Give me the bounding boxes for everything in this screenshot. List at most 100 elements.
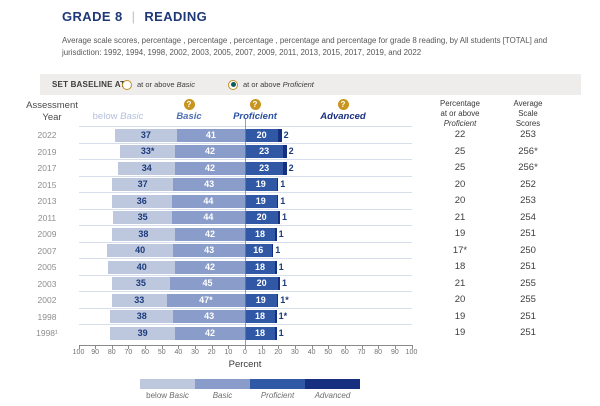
legend-label: Advanced [314, 391, 351, 400]
x-axis-tick [211, 345, 213, 349]
x-axis-tick [311, 345, 313, 349]
radio-label: at or above Basic [137, 80, 195, 89]
x-axis-tick-label: 20 [274, 349, 283, 356]
stacked-bar: 37 41 20 [115, 128, 282, 142]
stacked-bar: 40 42 18 [108, 260, 277, 274]
stacked-bar: 38 42 18 [111, 227, 277, 241]
chart-row: 2011 35 44 20 1 21 254 [0, 210, 600, 227]
year-label: 2005 [37, 262, 57, 272]
chart-row: 1998 38 43 18 1* 19 251 [0, 309, 600, 326]
bar-segment-advanced [274, 260, 277, 274]
stacked-bar: 33 47* 19 [111, 293, 279, 307]
bar-segment-advanced [274, 326, 277, 340]
advanced-value-label: 1 [280, 179, 286, 190]
help-icon[interactable]: ? [249, 99, 261, 110]
x-axis-tick [128, 345, 130, 349]
x-axis-tick-label: 50 [324, 349, 333, 356]
x-axis-tick-label: 40 [307, 349, 316, 356]
year-label: 2007 [37, 245, 57, 256]
x-axis-tick [344, 345, 346, 349]
subject-label: READING [144, 9, 208, 24]
bar-segment-basic: 43 [173, 310, 245, 324]
pct-at-or-above-proficient-value: 19 [454, 327, 466, 338]
radio-label: at or above Proficient [243, 80, 314, 89]
x-axis-tick [178, 345, 180, 349]
advanced-value-label: 1 [281, 212, 287, 223]
level-header-proficient: ? Proficient [210, 99, 300, 122]
x-axis-tick [111, 345, 113, 349]
year-label: 2015 [37, 179, 57, 190]
bar-segment-below-basic: 37 [111, 178, 174, 192]
year-label: 2011 [37, 212, 57, 223]
bar-segment-proficient: 18 [244, 310, 275, 324]
x-axis-tick-label: 40 [174, 349, 183, 356]
baseline-label: SET BASELINE AT: [52, 80, 128, 89]
chart-row: 2007 40 43 16 1 17* 250 [0, 243, 600, 260]
chart-row: 2005 40 42 18 1 18 251 [0, 259, 600, 276]
bar-segment-below-basic: 33* [120, 145, 176, 159]
x-axis-tick [378, 345, 380, 349]
year-label: 1998 [37, 311, 57, 322]
legend-label: Basic [212, 391, 233, 400]
year-label: 2013 [37, 196, 57, 206]
level-header-label: below Basic [92, 111, 144, 122]
advanced-value-label: 1 [281, 278, 287, 289]
average-scale-score-value: 253 [520, 195, 536, 206]
x-axis-tick-label: 10 [224, 349, 233, 356]
year-label: 2022 [37, 130, 57, 140]
bar-segment-proficient: 19 [244, 293, 277, 307]
x-axis-tick [328, 345, 330, 349]
bar-segment-proficient: 19 [244, 194, 277, 208]
pct-at-or-above-proficient-value: 20 [454, 195, 466, 206]
baseline-option-basic[interactable]: at or above Basic [122, 79, 195, 90]
average-scale-score-value: 252 [520, 178, 536, 190]
average-scale-score-value: 254 [520, 211, 536, 223]
average-scale-score-value: 250 [520, 244, 536, 256]
bar-segment-advanced [278, 277, 280, 291]
x-axis-tick [261, 345, 263, 349]
baseline-center-line [244, 119, 246, 345]
x-axis-tick-label: 100 [405, 349, 418, 356]
chart-row: 2009 38 42 18 1 19 251 [0, 226, 600, 243]
legend-swatch-basic [140, 379, 195, 389]
average-scale-score-value: 251 [520, 261, 536, 272]
level-header-advanced: ? Advanced [298, 99, 388, 122]
bar-segment-advanced [278, 211, 280, 225]
bar-segment-basic: 42 [175, 145, 245, 159]
stacked-bar: 33* 42 23 [120, 145, 287, 159]
advanced-value-label: 1* [280, 294, 289, 305]
year-label: 2009 [37, 229, 57, 239]
radio-icon[interactable] [228, 79, 238, 90]
bar-segment-advanced [274, 310, 277, 324]
pct-at-or-above-proficient-value: 19 [454, 310, 466, 322]
bar-segment-basic: 41 [176, 128, 245, 142]
title-divider: | [131, 9, 136, 24]
bar-segment-below-basic: 40 [108, 260, 176, 274]
help-icon[interactable]: ? [337, 99, 349, 110]
bar-segment-advanced [283, 145, 287, 159]
average-scale-score-value: 251 [520, 310, 536, 322]
radio-icon[interactable] [122, 79, 132, 90]
advanced-value-label: 1* [278, 311, 288, 322]
stacked-bar: 35 45 20 [111, 277, 280, 291]
bar-segment-basic: 45 [170, 277, 245, 291]
chart-row: 2003 35 45 20 1 21 255 [0, 276, 600, 293]
help-icon[interactable]: ? [183, 99, 195, 110]
chart-row: 1998¹ 39 42 18 1 19 251 [0, 325, 600, 342]
average-scale-score-value: 255 [520, 277, 536, 289]
x-axis-tick [294, 345, 296, 349]
advanced-value-label: 1 [278, 261, 284, 272]
stacked-bar: 37 43 19 [111, 178, 279, 192]
bar-segment-proficient: 19 [244, 178, 277, 192]
bar-segment-below-basic: 35 [111, 277, 171, 291]
legend-label: Proficient [260, 391, 295, 400]
x-axis-tick-label: 60 [141, 349, 149, 356]
baseline-option-proficient[interactable]: at or above Proficient [228, 79, 314, 90]
bar-segment-below-basic: 38 [110, 310, 174, 324]
bar-segment-advanced [274, 227, 277, 241]
bar-segment-proficient: 20 [244, 128, 279, 142]
stacked-bar: 36 44 19 [111, 194, 279, 208]
x-axis-tick-label: 60 [340, 349, 349, 356]
bar-segment-advanced [283, 161, 287, 175]
bar-segment-below-basic: 38 [111, 227, 176, 241]
